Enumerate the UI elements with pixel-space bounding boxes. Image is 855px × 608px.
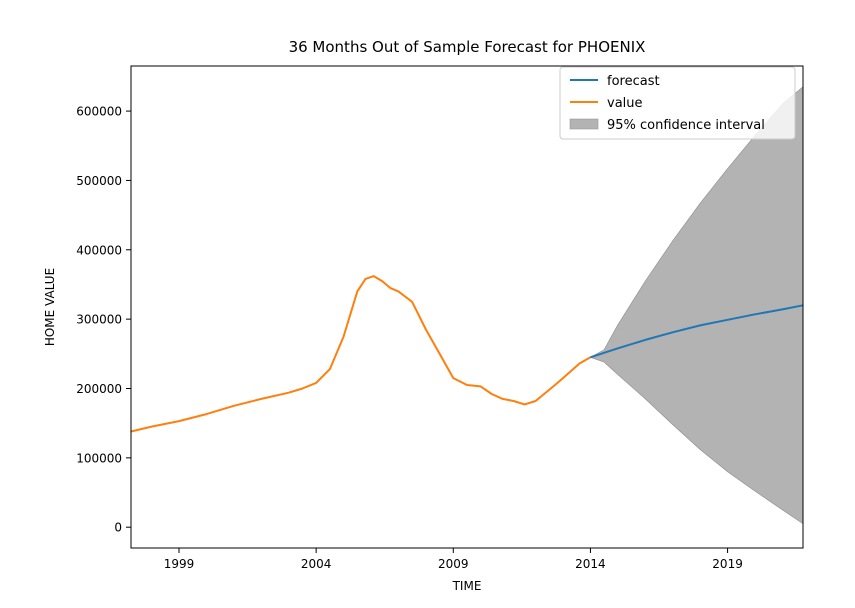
legend-ci-label: 95% confidence interval [607,118,765,133]
plot-frame [130,65,804,549]
x-tick-label: 1999 [164,557,195,571]
legend-forecast-label: forecast [607,74,660,89]
x-tick-label: 2019 [712,557,743,571]
value-series-line [130,275,591,433]
forecast-series-line [590,304,804,359]
legend-value-label: value [607,96,643,111]
y-tick-label: 400000 [76,243,122,257]
x-tick-label: 2004 [301,557,332,571]
y-tick-label: 600000 [76,105,122,119]
x-axis: 1999 2004 2009 2014 2019 [164,548,743,571]
x-tick-label: 2009 [438,557,469,571]
y-tick-label: 500000 [76,174,122,188]
confidence-band [589,86,804,525]
y-tick-label: 0 [114,521,122,535]
x-axis-label: TIME [452,579,482,593]
legend: forecast value 95% confidence interval [559,66,796,140]
y-axis: 0 100000 200000 300000 400000 500000 600000 [76,105,131,535]
y-tick-label: 300000 [76,313,122,327]
x-tick-label: 2014 [575,557,606,571]
legend-box [559,66,796,140]
y-tick-label: 200000 [76,382,122,396]
y-tick-label: 100000 [76,451,122,465]
y-axis-label: HOME VALUE [43,268,57,346]
plot-area [130,86,804,525]
legend-ci-swatch [569,118,599,130]
chart-title: 36 Months Out of Sample Forecast for PHO… [289,38,646,56]
